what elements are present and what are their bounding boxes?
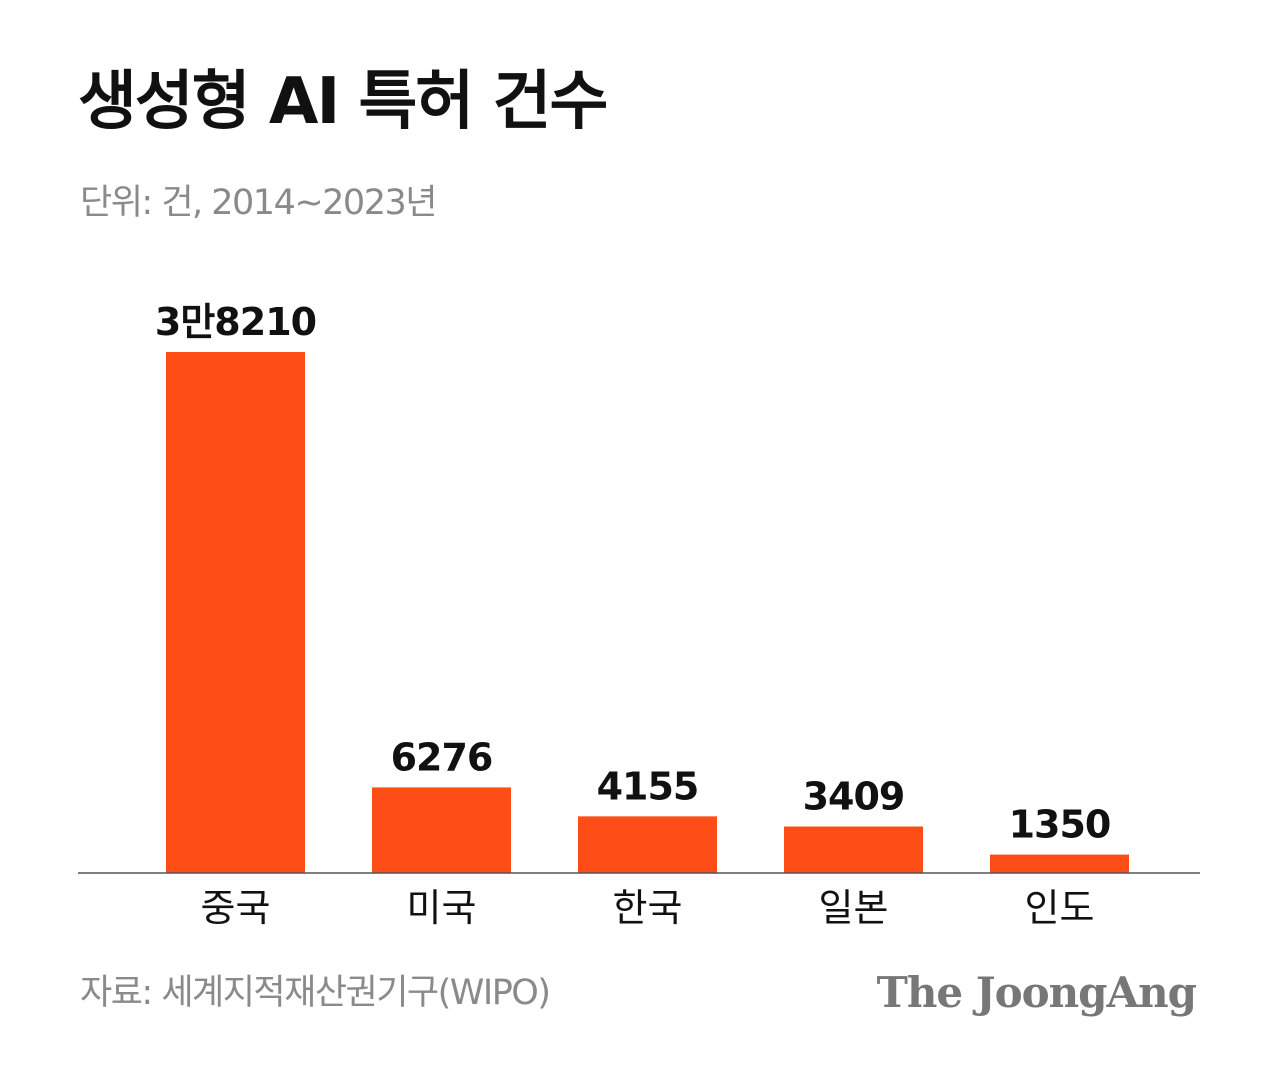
bars-layer (166, 352, 1129, 873)
category-label-1: 중국 (201, 886, 271, 930)
source-note: 자료: 세계지적재산권기구(WIPO) (80, 973, 551, 1013)
value-label-5: 1350 (1009, 803, 1111, 847)
labels-layer: 3만8210 중국 6276 미국 4155 한국 3409 일본 1350 인도 (155, 300, 1111, 930)
category-label-5: 인도 (1025, 886, 1095, 930)
category-label-3: 한국 (613, 886, 683, 930)
bar-5 (990, 854, 1129, 873)
value-label-3: 4155 (597, 764, 699, 808)
value-label-4: 3409 (803, 775, 905, 819)
bar-2 (372, 787, 511, 873)
value-label-1: 3만8210 (155, 300, 316, 344)
value-label-2: 6276 (391, 735, 493, 779)
category-label-2: 미국 (407, 886, 477, 930)
bar-4 (784, 826, 923, 873)
category-label-4: 일본 (819, 886, 889, 930)
chart-title: 생성형 AI 특허 건수 (78, 65, 608, 139)
bar-1 (166, 352, 305, 873)
bar-3 (578, 816, 717, 873)
chart-subtitle: 단위: 건, 2014~2023년 (80, 183, 437, 223)
publisher-logo: The JoongAng (876, 968, 1197, 1017)
